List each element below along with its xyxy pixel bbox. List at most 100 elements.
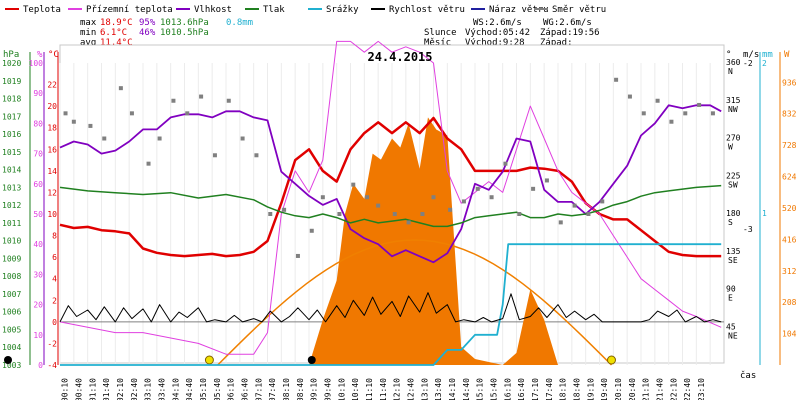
tick-pct: 50: [33, 210, 43, 219]
wind-direction-point: [365, 195, 370, 200]
x-axis-label: čas: [740, 370, 756, 381]
stat-value: avg: [80, 38, 96, 48]
wind-direction-point: [710, 111, 715, 116]
tick-hpa: 1015: [2, 148, 21, 157]
x-tick-label: 22:40: [683, 378, 692, 400]
x-tick-label: 18:10: [559, 378, 568, 400]
tick-degc: 6: [52, 253, 57, 262]
wind-direction-point: [641, 111, 646, 116]
tick-w: 832: [782, 110, 797, 119]
axis-ms-unit: m/s: [743, 50, 759, 60]
stats-block: max 18.9°C 95% 1013.6hPa 0.8mm min 6.1°C 46% 101…: [80, 18, 600, 48]
stat-value: 95%: [139, 18, 156, 28]
tick-degc: 8: [52, 232, 57, 241]
legend-label: Srážky: [326, 5, 359, 15]
tick-hpa: 1005: [2, 325, 21, 334]
x-tick-label: 12:10: [393, 378, 402, 400]
stat-value: 1010.5hPa: [160, 28, 209, 38]
x-tick-label: 05:10: [199, 378, 208, 400]
x-tick-label: 15:40: [489, 378, 498, 400]
tick-hpa: 1012: [2, 201, 21, 210]
tick-hpa: 1003: [2, 361, 21, 370]
wind-direction-point: [503, 161, 508, 166]
tick-pct: 40: [33, 240, 43, 249]
tick-dir: 270: [726, 134, 741, 143]
wind-direction-point: [627, 94, 632, 99]
x-tick-label: 05:40: [213, 378, 222, 400]
x-tick-label: 02:10: [116, 378, 125, 400]
tick-w: 624: [782, 173, 797, 182]
tick-degc: 0: [52, 318, 57, 327]
stat-value: max: [80, 18, 97, 28]
tick-hpa: 1018: [2, 95, 21, 104]
x-tick-label: 08:10: [282, 378, 291, 400]
x-tick-label: 23:10: [697, 378, 706, 400]
x-tick-label: 07:10: [254, 378, 263, 400]
sunrise-marker: [204, 355, 214, 365]
wind-direction-point: [683, 111, 688, 116]
wind-direction-point: [544, 178, 549, 183]
stat-value: 46%: [139, 28, 156, 38]
wind-direction-point: [129, 111, 134, 116]
tick-dir: 45: [726, 322, 736, 331]
wind-direction-point: [118, 86, 123, 91]
wind-direction-point: [254, 153, 259, 158]
axis-dir-unit: °: [726, 50, 731, 60]
tick-degc: 20: [47, 102, 57, 111]
wind-direction-point: [517, 212, 522, 216]
tick-hpa: 1019: [2, 77, 21, 86]
tick-w: 520: [782, 204, 797, 213]
x-tick-label: 19:10: [586, 378, 595, 400]
wind-direction-point: [572, 203, 577, 208]
x-tick-label: 08:40: [296, 378, 305, 400]
tick-pct: 20: [33, 301, 43, 310]
tick-dir: 90: [726, 285, 736, 294]
tick-dir-label: N: [728, 67, 733, 76]
wind-direction-point: [71, 119, 76, 124]
moonset: Západ:: [540, 38, 573, 48]
tick-hpa: 1009: [2, 254, 21, 263]
tick-pct: 10: [33, 331, 43, 340]
x-tick-label: 01:10: [88, 378, 97, 400]
wind-direction-point: [212, 153, 217, 158]
tick-degc: 2: [52, 296, 57, 305]
stat-value: 1013.6hPa: [160, 18, 209, 28]
tick-degc: 22: [47, 81, 57, 90]
x-tick-label: 04:40: [185, 378, 194, 400]
wind-direction-point: [240, 136, 245, 141]
tick-dir-label: NE: [728, 331, 738, 340]
wind-direction-point: [669, 119, 674, 124]
tick-pct: 30: [33, 270, 43, 279]
wind-direction-point: [697, 102, 702, 107]
tick-w: 936: [782, 78, 797, 87]
sunrise: Východ:05:42: [465, 28, 530, 38]
tick-mm: 2: [762, 59, 767, 68]
wind-direction-point: [171, 98, 176, 103]
tick-degc: 10: [47, 210, 57, 219]
tick-dir-label: NW: [728, 105, 738, 114]
tick-degc: -4: [47, 361, 57, 370]
series-line: [60, 243, 722, 366]
wind-direction-point: [337, 212, 342, 216]
x-tick-label: 18:40: [572, 378, 581, 400]
x-tick-label: 17:10: [531, 378, 540, 400]
x-tick-label: 09:40: [323, 378, 332, 400]
wind-direction-point: [157, 136, 162, 141]
stat-value: 0.8mm: [226, 18, 253, 28]
wind-direction-point: [600, 199, 605, 204]
tick-pct: 80: [33, 119, 43, 128]
x-tick-label: 10:10: [337, 378, 346, 400]
x-tick-label: 12:40: [406, 378, 415, 400]
wind-direction-point: [461, 199, 466, 204]
wind-direction-point: [475, 186, 480, 191]
tick-dir: 135: [726, 247, 741, 256]
tick-hpa: 1006: [2, 308, 21, 317]
wind-direction-point: [392, 212, 397, 216]
x-tick-label: 22:10: [669, 378, 678, 400]
x-tick-label: 11:10: [365, 378, 374, 400]
wind-direction-point: [268, 212, 273, 216]
x-tick-label: 13:10: [420, 378, 429, 400]
tick-dir-label: SW: [728, 180, 738, 189]
tick-w: 208: [782, 298, 797, 307]
series-line: [59, 40, 722, 355]
